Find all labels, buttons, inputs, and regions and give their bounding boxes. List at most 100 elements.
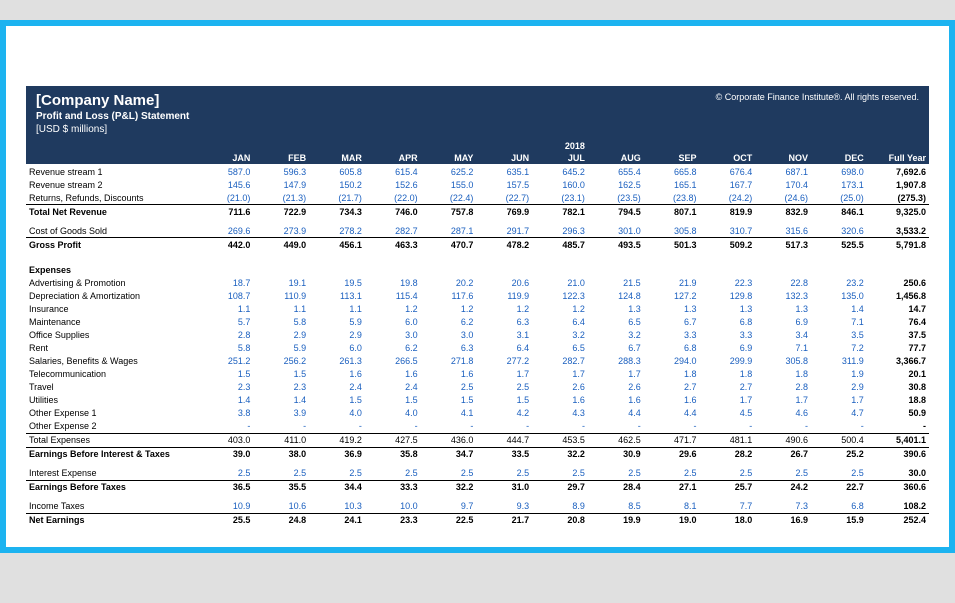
cell-value: 35.8 xyxy=(365,447,421,461)
cell-value: 301.0 xyxy=(588,224,644,238)
cell-value: 485.7 xyxy=(532,238,588,252)
cell-value xyxy=(365,257,421,277)
cell-value: 1.1 xyxy=(198,303,254,316)
cell-value: 501.3 xyxy=(644,238,700,252)
cell-value: 3.1 xyxy=(476,329,532,342)
cell-value: 444.7 xyxy=(476,433,532,447)
cell-value: 23.3 xyxy=(365,513,421,527)
cell-value: 1.7 xyxy=(532,368,588,381)
cell-value xyxy=(532,257,588,277)
cell-value: 1.7 xyxy=(476,368,532,381)
cell-value: (22.7) xyxy=(476,191,532,205)
table-row: Total Expenses403.0411.0419.2427.5436.04… xyxy=(26,433,929,447)
cell-value: 145.6 xyxy=(198,178,254,191)
cell-value: 1.5 xyxy=(309,394,365,407)
cell-value: 25.7 xyxy=(699,480,755,494)
cell-value: 19.1 xyxy=(253,277,309,290)
cell-value: - xyxy=(309,420,365,434)
row-label: Revenue stream 1 xyxy=(26,165,198,179)
cell-value: 277.2 xyxy=(476,355,532,368)
row-label: Advertising & Promotion xyxy=(26,277,198,290)
cell-value: 4.2 xyxy=(476,407,532,420)
cell-value: 21.9 xyxy=(644,277,700,290)
row-label: Travel xyxy=(26,381,198,394)
row-label: Revenue stream 2 xyxy=(26,178,198,191)
cell-value: 1.8 xyxy=(755,368,811,381)
cell-value: - xyxy=(755,420,811,434)
cell-value: 605.8 xyxy=(309,165,365,179)
cell-value: 288.3 xyxy=(588,355,644,368)
cell-value: 1.7 xyxy=(755,394,811,407)
cell-value: 10.9 xyxy=(198,500,254,514)
cell-value: 1.6 xyxy=(532,394,588,407)
cell-value: 310.7 xyxy=(699,224,755,238)
cell-value: 3.8 xyxy=(198,407,254,420)
cell-value: 411.0 xyxy=(253,433,309,447)
table-row: Total Net Revenue711.6722.9734.3746.0757… xyxy=(26,205,929,219)
cell-value: 2.5 xyxy=(365,467,421,481)
cell-value: 8.1 xyxy=(644,500,700,514)
cell-value: 21.7 xyxy=(476,513,532,527)
cell-value: 676.4 xyxy=(699,165,755,179)
cell-value: 3.2 xyxy=(532,329,588,342)
table-row: Net Earnings25.524.824.123.322.521.720.8… xyxy=(26,513,929,527)
cell-value: 2.5 xyxy=(811,467,867,481)
cell-value: 18.7 xyxy=(198,277,254,290)
row-label: Other Expense 2 xyxy=(26,420,198,434)
cell-value: 152.6 xyxy=(365,178,421,191)
cell-value: 1.5 xyxy=(476,394,532,407)
cell-value: 794.5 xyxy=(588,205,644,219)
row-label: Maintenance xyxy=(26,316,198,329)
cell-value: 819.9 xyxy=(699,205,755,219)
cell-value: 135.0 xyxy=(811,290,867,303)
cell-value: 6.8 xyxy=(699,316,755,329)
cell-value: 6.7 xyxy=(644,316,700,329)
cell-value: 10.0 xyxy=(365,500,421,514)
cell-value: 2.8 xyxy=(198,329,254,342)
row-label: Total Net Revenue xyxy=(26,205,198,219)
cell-value: 2.5 xyxy=(421,381,477,394)
cell-value: 8.5 xyxy=(588,500,644,514)
cell-value: 1.5 xyxy=(365,394,421,407)
cell-value: 129.8 xyxy=(699,290,755,303)
table-row: Office Supplies2.82.92.93.03.03.13.23.23… xyxy=(26,329,929,342)
cell-value: - xyxy=(588,420,644,434)
cell-value: 7.3 xyxy=(755,500,811,514)
cell-value: 22.8 xyxy=(755,277,811,290)
cell-value: 162.5 xyxy=(588,178,644,191)
cell-value: 19.8 xyxy=(365,277,421,290)
cell-value: 1.2 xyxy=(476,303,532,316)
statement-title: Profit and Loss (P&L) Statement xyxy=(36,111,919,122)
cell-value: 2.9 xyxy=(253,329,309,342)
cell-value: 1.8 xyxy=(699,368,755,381)
table-row: Other Expense 2------------- xyxy=(26,420,929,434)
cell-value: 282.7 xyxy=(532,355,588,368)
month-header: MAY xyxy=(421,151,477,165)
table-row: Cost of Goods Sold269.6273.9278.2282.728… xyxy=(26,224,929,238)
cell-value: 3.0 xyxy=(365,329,421,342)
cell-value: 21.0 xyxy=(532,277,588,290)
row-label: Salaries, Benefits & Wages xyxy=(26,355,198,368)
full-year-value: 7,692.6 xyxy=(867,165,929,179)
row-label: Cost of Goods Sold xyxy=(26,224,198,238)
copyright-text: © Corporate Finance Institute®. All righ… xyxy=(716,92,919,102)
cell-value: 1.9 xyxy=(811,368,867,381)
cell-value: 3.9 xyxy=(253,407,309,420)
cell-value: 22.5 xyxy=(421,513,477,527)
cell-value: 1.6 xyxy=(644,394,700,407)
table-row: Other Expense 13.83.94.04.04.14.24.34.44… xyxy=(26,407,929,420)
cell-value: 2.7 xyxy=(644,381,700,394)
cell-value: 436.0 xyxy=(421,433,477,447)
cell-value: 2.4 xyxy=(365,381,421,394)
cell-value: 296.3 xyxy=(532,224,588,238)
table-row: Utilities1.41.41.51.51.51.51.61.61.61.71… xyxy=(26,394,929,407)
cell-value: 698.0 xyxy=(811,165,867,179)
full-year-header: Full Year xyxy=(867,151,929,165)
cell-value: 463.3 xyxy=(365,238,421,252)
full-year-value: (275.3) xyxy=(867,191,929,205)
table-row: Telecommunication1.51.51.61.61.61.71.71.… xyxy=(26,368,929,381)
cell-value: 2.7 xyxy=(699,381,755,394)
cell-value: 4.4 xyxy=(644,407,700,420)
cell-value: 21.5 xyxy=(588,277,644,290)
month-header: JAN xyxy=(198,151,254,165)
